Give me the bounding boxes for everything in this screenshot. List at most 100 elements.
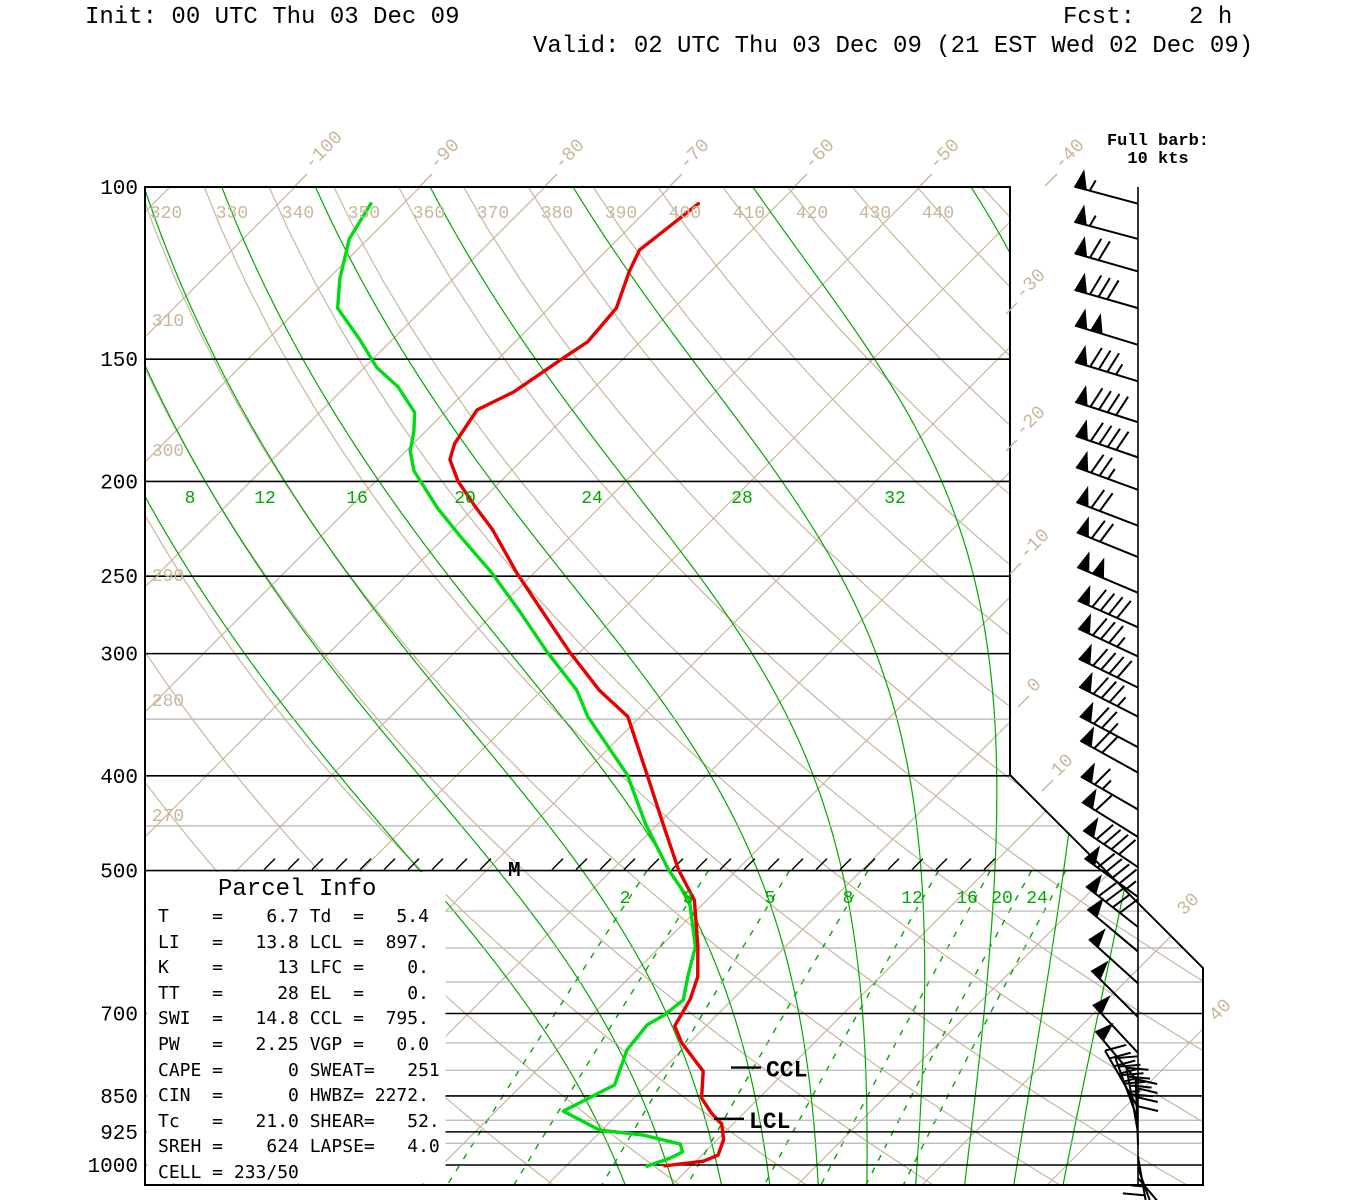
freezing-hatch-tick (911, 858, 924, 871)
mid-level-marker: M (508, 860, 521, 883)
dry-adiabat-label: 340 (282, 204, 314, 224)
dry-adiabat-line (897, 187, 1203, 1185)
wind-barb-legend: Full barb: 10 kts (1093, 133, 1223, 169)
wind-barb (1080, 762, 1139, 811)
isotherm-top-label: -70 (675, 134, 715, 174)
mixing-ratio-line (902, 870, 1067, 1185)
freezing-hatch-tick (287, 858, 300, 871)
freezing-hatch-tick (551, 858, 564, 871)
mixing-ratio-label: 8 (843, 889, 854, 909)
wind-barb (1076, 551, 1139, 594)
pressure-axis-label: 200 (100, 472, 138, 495)
isotherm-right-tick (1041, 779, 1054, 792)
isotherm-top-label: -100 (300, 126, 348, 174)
freezing-hatch-tick (767, 858, 780, 871)
forecast-hour-header: Fcst: 2 h (1063, 4, 1232, 31)
dry-adiabat-label: 360 (413, 204, 445, 224)
parcel-info-title: Parcel Info (218, 876, 377, 903)
mixing-ratio-line (600, 870, 791, 1185)
isotherm-line (921, 187, 1203, 1185)
ccl-label: CCL (766, 1058, 807, 1084)
mixing-ratio-line (763, 870, 940, 1185)
mixing-ratio-line (819, 870, 992, 1185)
parcel-row: K = 13 LFC = 0. (158, 957, 429, 979)
wind-barb (1077, 613, 1139, 658)
lcl-label: LCL (749, 1109, 790, 1135)
isotherm-top-tick (1044, 173, 1058, 187)
pressure-axis-label: 700 (100, 1005, 138, 1028)
mixing-ratio-label: 16 (956, 889, 978, 909)
init-time-header: Init: 00 UTC Thu 03 Dec 09 (85, 4, 459, 31)
freezing-hatch-tick (623, 858, 636, 871)
dry-adiabat-label: 390 (605, 204, 637, 224)
fcst-value: 2 h (1189, 4, 1233, 31)
init-label: Init: (85, 4, 158, 31)
wind-barb (1137, 1177, 1158, 1200)
wind-barb (1076, 485, 1139, 527)
dewpoint-trace (335, 201, 698, 1168)
mixing-ratio-label: 3 (683, 889, 694, 909)
wind-barb (1074, 272, 1139, 310)
wind-barb (1075, 419, 1139, 459)
isotherm-top-label: -80 (550, 134, 590, 174)
wind-barb (1076, 516, 1139, 559)
valid-time-header: Valid: 02 UTC Thu 03 Dec 09 (21 EST Wed … (533, 33, 1254, 60)
moist-adiabat-label: 32 (884, 489, 906, 509)
freezing-hatch-tick (599, 858, 612, 871)
dry-adiabat-line (195, 187, 1192, 1185)
parcel-row: TT = 28 EL = 0. (158, 982, 429, 1004)
dry-adiabat-line (145, 187, 812, 1185)
dry-adiabat-line (961, 187, 1203, 1185)
mixing-ratio-label: 24 (1026, 889, 1048, 909)
pressure-axis-label: 1000 (88, 1156, 138, 1179)
isotherm-top-tick (919, 173, 933, 187)
isotherm-line (421, 187, 1203, 1185)
moist-adiabat-line (740, 187, 998, 1185)
isotherm-right-label: -20 (1011, 401, 1051, 441)
parcel-row: T = 6.7 Td = 5.4 (158, 906, 429, 927)
wind-barb (1074, 385, 1139, 424)
parcel-row: SWI = 14.8 CCL = 795. (158, 1008, 429, 1030)
wind-barb (1082, 817, 1139, 869)
freezing-hatch-tick (887, 858, 900, 871)
dry-adiabat-line (578, 187, 1203, 1185)
isotherm-right-tick (1005, 302, 1018, 315)
moist-adiabat-label: 8 (185, 489, 196, 509)
parcel-row: SREH = 624 LAPSE= 4.0 (158, 1136, 440, 1158)
wind-barb (1088, 928, 1139, 985)
pressure-axis-label: 925 (100, 1123, 138, 1146)
isotherm-right-label: 30 (1173, 889, 1205, 921)
wind-barb (1092, 995, 1139, 1054)
dry-adiabat-label: 300 (152, 442, 184, 462)
moist-adiabat-label: 20 (454, 489, 476, 509)
isotherm-line (145, 187, 796, 1185)
freezing-hatch-tick (383, 858, 396, 871)
dry-adiabat-line (769, 187, 1203, 1185)
dry-adiabat-label: 370 (477, 204, 509, 224)
freezing-hatch-tick (863, 858, 876, 871)
mixing-ratio-line (864, 870, 1033, 1185)
dry-adiabat-line (642, 187, 1203, 1185)
isotherm-right-label: 0 (1023, 674, 1047, 698)
dry-adiabat-label: 410 (733, 204, 765, 224)
pressure-axis-label: 250 (100, 567, 138, 590)
dry-adiabat-label: 380 (541, 204, 573, 224)
freezing-hatch-tick (647, 858, 660, 871)
chart-border (144, 186, 1204, 1186)
isotherm-line (145, 187, 921, 1185)
dry-adiabat-label: 280 (152, 692, 184, 712)
moist-adiabat-label: 28 (731, 489, 753, 509)
freezing-hatch-tick (431, 858, 444, 871)
barb-legend-line2: 10 kts (1127, 150, 1189, 169)
freezing-hatch-tick (815, 858, 828, 871)
wind-barb (1074, 345, 1139, 383)
parcel-info-panel (146, 872, 446, 1183)
parcel-row: PW = 2.25 VGP = 0.0 (158, 1033, 429, 1055)
pressure-axis-label: 850 (100, 1087, 138, 1110)
isotherm-line (796, 187, 1203, 1185)
wind-barb (1075, 450, 1139, 491)
isotherm-right-label: 10 (1047, 750, 1079, 782)
isotherm-top-label: -40 (1050, 134, 1090, 174)
isotherm-right-label: 40 (1205, 995, 1237, 1027)
